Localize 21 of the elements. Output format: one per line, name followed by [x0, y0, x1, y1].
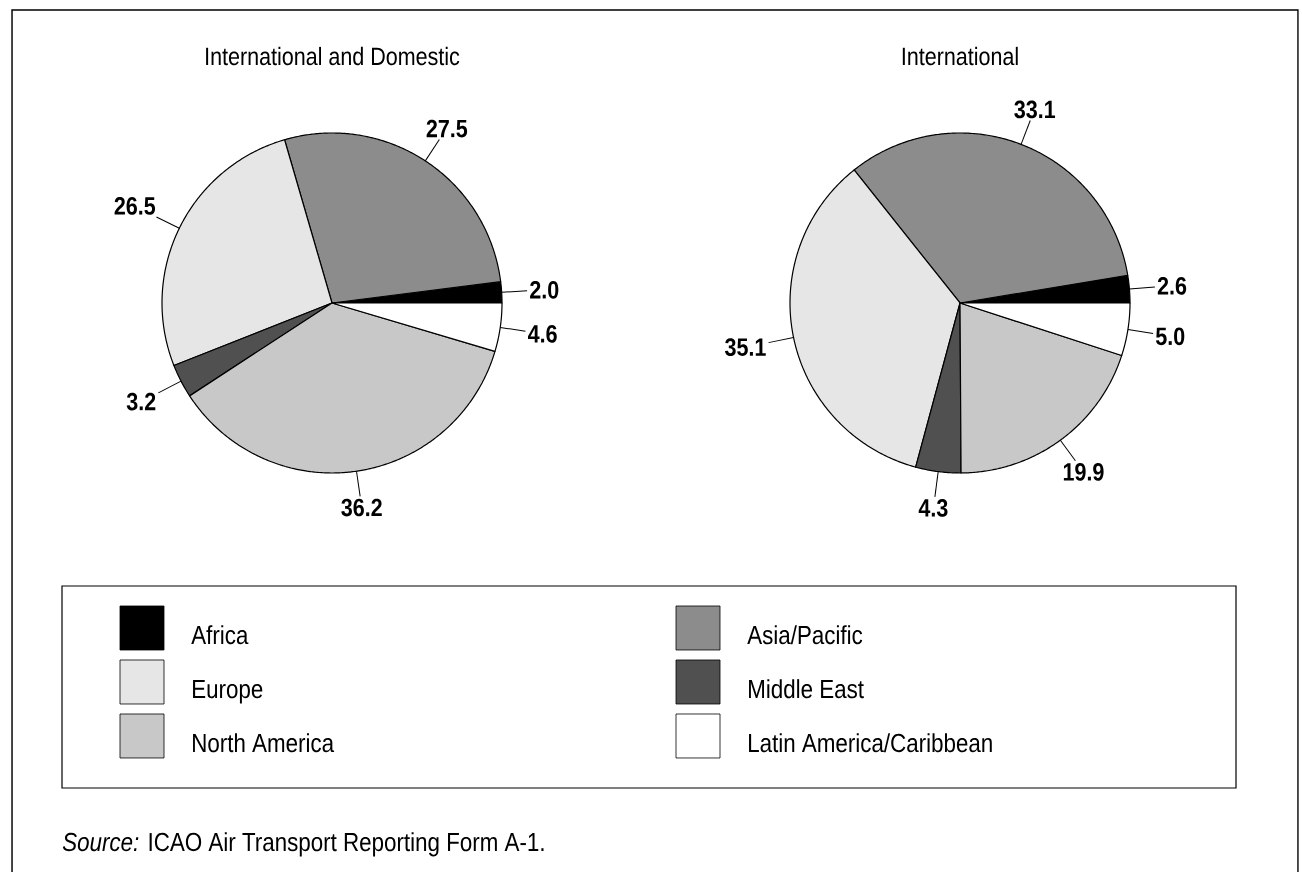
legend-label: Asia/Pacific [747, 625, 863, 645]
slice-label: International [902, 46, 1018, 66]
legend-label: Europe [193, 680, 263, 704]
data-label: 26.5 [114, 197, 156, 215]
slice-label: International and Domestic [206, 46, 460, 66]
data-label: 36.2 [341, 498, 382, 517]
data-label: 2.6 [1157, 276, 1187, 295]
data-label: 4.6 [527, 325, 557, 343]
text: Source: ICAO Air Transport Reporting Form A-1. [62, 832, 544, 857]
data-label: 2.0 [530, 280, 559, 299]
legend-label: Middle East [749, 679, 864, 699]
data-label: 5.0 [1155, 327, 1185, 346]
data-label: 19.9 [1063, 462, 1104, 481]
data-label: 4.3 [918, 499, 948, 517]
data-label: 27.5 [426, 119, 468, 138]
legend-label: North America [193, 733, 335, 753]
data-label: 35.1 [725, 338, 766, 356]
data-label: 3.2 [126, 392, 156, 411]
legend-label: Latin America/Caribbean [749, 733, 992, 753]
data-label: 33.1 [1014, 100, 1056, 119]
legend-label: Africa [191, 625, 249, 645]
